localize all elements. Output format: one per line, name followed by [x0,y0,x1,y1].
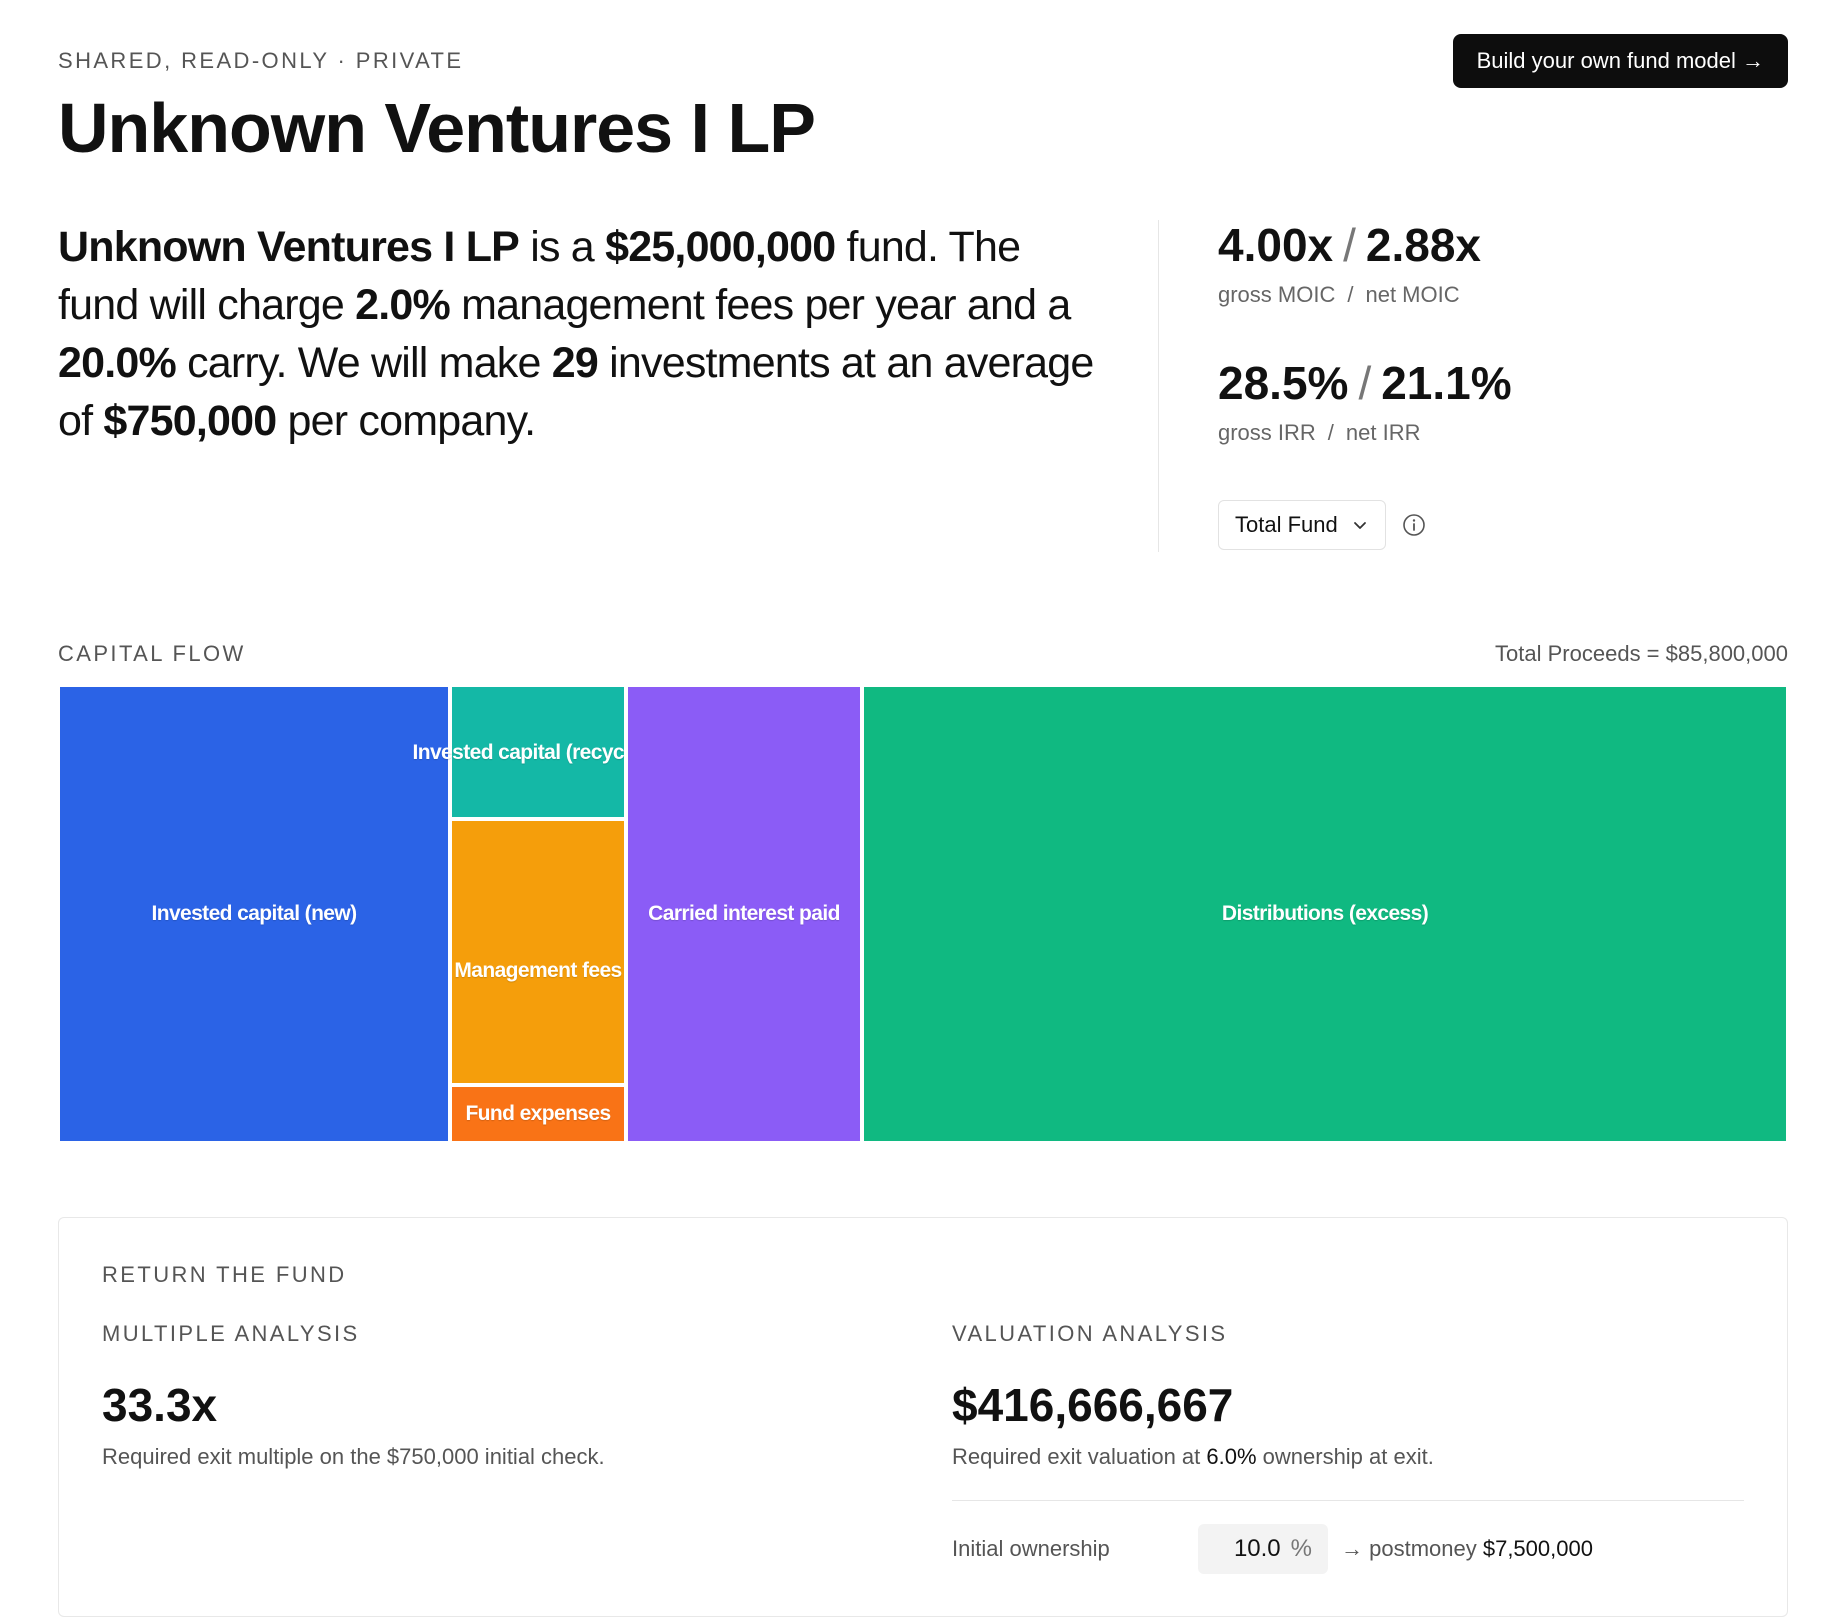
tile-management-fees[interactable]: Management fees [450,819,626,1085]
vertical-divider [1158,220,1159,552]
tile-carried-interest[interactable]: Carried interest paid [626,685,862,1143]
summary-fund-size: $25,000,000 [605,223,836,271]
postmoney-readout: → postmoney $7,500,000 [1341,1536,1593,1562]
tile-fund-expenses[interactable]: Fund expenses [450,1085,626,1143]
metric-separator: / [1327,420,1334,445]
summary-mgmt-fee: 2.0% [355,281,451,329]
multiple-analysis-label: MULTIPLE ANALYSIS [102,1321,360,1346]
initial-ownership-input[interactable]: 10.0 % [1198,1524,1328,1574]
tile-label: Invested capital (new) [151,902,357,925]
valuation-analysis-label: VALUATION ANALYSIS [952,1321,1228,1346]
total-proceeds: Total Proceeds = $85,800,000 [1495,641,1788,666]
desc-text: Required exit valuation at [952,1444,1207,1469]
required-multiple-value: 33.3x [102,1379,218,1431]
moic-metric: 4.00x/2.88x gross MOIC / net MOIC [1218,218,1481,308]
gross-irr-label: gross IRR [1218,420,1316,445]
return-the-fund-card: RETURN THE FUND MULTIPLE ANALYSIS 33.3x … [58,1217,1788,1617]
build-fund-model-button[interactable]: Build your own fund model → [1452,34,1788,88]
gross-moic-label: gross MOIC [1218,282,1336,307]
fund-summary: Unknown Ventures I LP is a $25,000,000 f… [58,218,1098,450]
tile-distributions-excess[interactable]: Distributions (excess) [862,685,1788,1143]
summary-text: per company. [276,397,537,445]
metric-separator: / [1358,357,1372,409]
return-the-fund-label: RETURN THE FUND [102,1262,347,1287]
postmoney-value: $7,500,000 [1482,1536,1593,1561]
required-valuation-value: $416,666,667 [952,1379,1234,1431]
initial-ownership-label: Initial ownership [952,1536,1110,1561]
net-moic-value: 2.88x [1365,219,1482,271]
info-icon[interactable] [1402,513,1426,537]
summary-num-investments: 29 [551,339,599,387]
scope-select[interactable]: Total Fund [1218,500,1386,550]
summary-text: management fees per year and a [449,281,1071,329]
irr-metric: 28.5%/21.1% gross IRR / net IRR [1218,356,1512,446]
tile-invested-capital-new[interactable]: Invested capital (new) [58,685,450,1143]
summary-carry: 20.0% [58,339,177,387]
capital-flow-treemap: Invested capital (new) Invested capital … [58,685,1788,1143]
desc-text: ownership at exit. [1256,1444,1434,1469]
chevron-down-icon [1354,522,1366,529]
summary-fund-name: Unknown Ventures I LP [58,223,520,271]
scope-select-value: Total Fund [1235,512,1338,537]
tile-label: Distributions (excess) [1221,902,1429,925]
required-multiple-desc: Required exit multiple on the $750,000 i… [102,1444,605,1469]
summary-text: carry. We will make [175,339,552,387]
tile-label: Invested capital (recyc [412,741,625,764]
metric-separator: / [1343,219,1356,271]
tile-label: Carried interest paid [648,902,840,925]
horizontal-divider [952,1500,1744,1501]
net-irr-value: 21.1% [1381,357,1512,409]
page-title: Unknown Ventures I LP [58,89,816,167]
ownership-at-exit: 6.0% [1206,1444,1257,1469]
tile-label: Fund expenses [465,1102,611,1125]
summary-text: fund. The fund will charge [58,223,1021,329]
summary-text: is a [519,223,606,271]
gross-moic-value: 4.00x [1218,219,1334,271]
initial-ownership-value: 10.0 [1233,1535,1281,1562]
percent-unit: % [1290,1535,1312,1562]
summary-avg-check: $750,000 [103,397,277,445]
net-irr-label: net IRR [1345,420,1421,445]
tile-invested-capital-recycled[interactable]: Invested capital (recyc [413,685,626,819]
share-status: SHARED, READ-ONLY · PRIVATE [58,48,464,73]
postmoney-text: → postmoney [1341,1536,1483,1561]
tile-label: Management fees [454,959,622,982]
summary-text: investments at an average of [58,339,1094,445]
gross-irr-value: 28.5% [1218,357,1349,409]
required-valuation-desc: Required exit valuation at 6.0% ownershi… [952,1444,1434,1470]
net-moic-label: net MOIC [1365,282,1460,307]
metric-separator: / [1347,282,1354,307]
capital-flow-label: CAPITAL FLOW [58,641,246,666]
